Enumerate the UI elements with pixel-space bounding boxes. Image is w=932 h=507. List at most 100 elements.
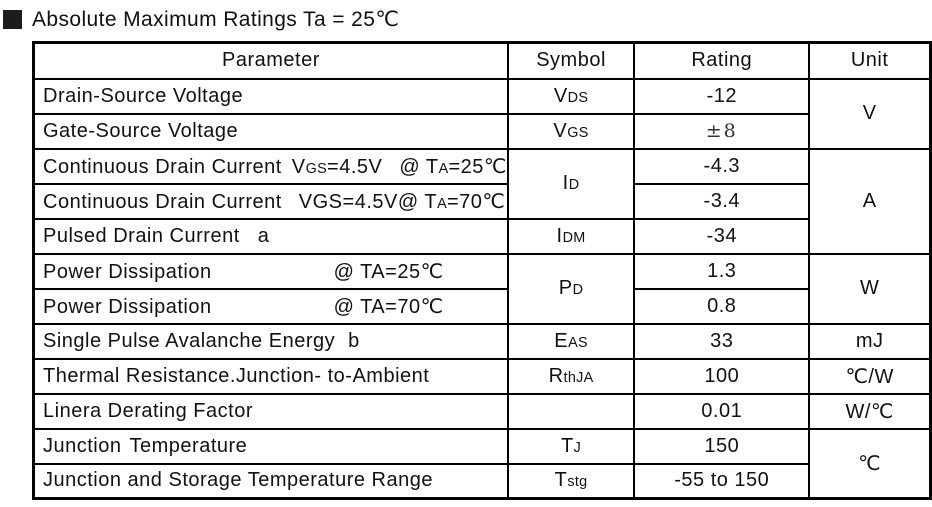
text-segment: Continuous Drain Current: [43, 190, 282, 213]
text-segment: E: [554, 329, 569, 352]
param-cell: Power Dissipation @ TA=70℃: [32, 287, 509, 325]
text-segment: =25℃: [448, 155, 507, 178]
param-cell: Linera Derating Factor: [32, 392, 509, 430]
rating-cell: 1.3: [633, 252, 811, 290]
text-segment: stg: [567, 474, 588, 491]
unit-cell: mJ: [808, 322, 932, 360]
text-segment: R: [548, 364, 564, 387]
text-segment: A: [437, 195, 447, 212]
param-cell: Drain-Source Voltage: [32, 77, 509, 115]
text-segment: I: [556, 224, 563, 247]
text-segment: D: [572, 282, 584, 298]
text-segment: VGS=4.5V@ T: [298, 190, 438, 213]
rating-cell: 100: [633, 357, 811, 395]
unit-cell: ℃: [808, 427, 932, 500]
rating-cell: -3.4: [633, 182, 811, 220]
text-segment: DS: [567, 89, 589, 106]
text-segment: I: [562, 172, 569, 194]
table-row: Gate-Source Voltage VGS ±8: [32, 112, 931, 150]
text-segment: GS: [305, 160, 328, 177]
symbol-cell: PD: [506, 252, 636, 325]
text-segment: @ TA=25℃: [333, 260, 444, 283]
param-cell: Continuous Drain Current VGS=4.5V@ TA=70℃: [32, 182, 509, 220]
unit-cell: A: [808, 147, 932, 255]
param-cell: Single Pulse Avalanche Energy b: [32, 322, 509, 360]
text-segment: Drain-Source Voltage: [43, 84, 244, 107]
text-segment: a: [257, 224, 270, 247]
text-segment: Pulsed Drain Current: [43, 224, 240, 247]
symbol-cell: [506, 392, 636, 430]
param-cell: Gate-Source Voltage: [32, 112, 509, 150]
table-row: Junction Temperature TJ 150 ℃: [32, 427, 932, 500]
table-row: Power Dissipation @ TA=70℃ 0.8: [32, 287, 931, 325]
rating-cell: 0.01: [633, 392, 811, 430]
param-cell: Junction Temperature: [32, 427, 509, 465]
text-segment: AS: [568, 334, 588, 351]
text-segment: A: [438, 160, 449, 177]
param-cell: Junction and Storage Temperature Range: [32, 462, 509, 500]
text-segment: V: [553, 119, 568, 142]
unit-cell: ℃/W: [808, 357, 932, 395]
text-segment: Linera Derating Factor: [43, 399, 253, 422]
text-segment: P: [558, 277, 573, 299]
rating-cell: -4.3: [633, 147, 811, 185]
text-segment: V: [553, 84, 568, 107]
text-segment: T: [554, 469, 568, 492]
symbol-cell: TJ: [506, 427, 636, 465]
text-segment: DM: [562, 229, 586, 246]
text-segment: Junction and Storage Temperature Range: [43, 469, 433, 492]
rating-cell: -34: [633, 217, 811, 255]
text-segment: GS: [567, 124, 589, 141]
text-segment: Thermal Resistance.Junction- to-Ambient: [43, 364, 430, 387]
text-segment: Single Pulse Avalanche Energy: [43, 329, 336, 352]
col-header-rating: Rating: [633, 41, 811, 80]
absolute-maximum-ratings-table: Parameter Symbol Rating Unit Drain-Sourc…: [32, 41, 932, 500]
table-row: Thermal Resistance.Junction- to-Ambient …: [32, 357, 932, 395]
text-segment: Power Dissipation: [43, 260, 212, 283]
table-header-row: Parameter Symbol Rating Unit: [32, 41, 932, 80]
table-row: Continuous Drain Current VGS=4.5V @ TA=25℃…: [32, 147, 932, 255]
text-segment: =70℃: [446, 190, 506, 213]
col-header-symbol: Symbol: [506, 41, 636, 80]
param-cell: Pulsed Drain Current a: [32, 217, 509, 255]
text-segment: Gate-Source Voltage: [43, 119, 239, 142]
col-header-parameter: Parameter: [32, 41, 509, 80]
symbol-cell: RthJA: [506, 357, 636, 395]
param-cell: Power Dissipation @ TA=25℃: [32, 252, 509, 290]
text-segment: @ TA=70℃: [333, 295, 444, 318]
rating-cell: 33: [633, 322, 811, 360]
param-cell: Thermal Resistance.Junction- to-Ambient: [32, 357, 509, 395]
table-row: Linera Derating Factor 0.01 W/℃: [32, 392, 932, 430]
rating-cell: 0.8: [633, 287, 811, 325]
text-segment: T: [560, 434, 574, 457]
text-segment: Power Dissipation: [43, 295, 212, 318]
symbol-cell: IDM: [506, 217, 636, 255]
table-row: Continuous Drain Current VGS=4.5V@ TA=70℃…: [32, 182, 931, 220]
filled-square-icon: [3, 10, 22, 29]
unit-cell: V: [808, 77, 932, 150]
table-row: Single Pulse Avalanche Energy b EAS 33 mJ: [32, 322, 932, 360]
text-segment: Temperature: [129, 434, 248, 457]
text-segment: @ T: [399, 155, 439, 178]
rating-cell: -12: [633, 77, 811, 115]
rating-cell: ±8: [633, 112, 811, 150]
unit-cell: W/℃: [808, 392, 932, 430]
col-header-unit: Unit: [808, 41, 932, 80]
text-segment: V: [291, 155, 306, 178]
text-segment: Continuous Drain Current: [43, 155, 282, 178]
text-segment: =4.5V: [327, 155, 383, 178]
table-row: Drain-Source Voltage VDS -12 V: [32, 77, 932, 150]
rating-cell: 150: [633, 427, 811, 465]
table-row: Pulsed Drain Current a IDM -34: [32, 217, 931, 255]
section-title: Absolute Maximum Ratings Ta = 25℃: [3, 7, 399, 32]
symbol-cell: ID: [506, 147, 636, 220]
table-row: Power Dissipation @ TA=25℃ PD 1.3 W: [32, 252, 932, 325]
symbol-cell: Tstg: [506, 462, 636, 500]
text-segment: J: [573, 439, 582, 456]
text-segment: thJA: [563, 369, 594, 386]
symbol-cell: EAS: [506, 322, 636, 360]
table-row: Junction and Storage Temperature Range T…: [32, 462, 931, 500]
text-segment: b: [348, 329, 360, 352]
section-title-text: Absolute Maximum Ratings Ta = 25℃: [32, 8, 400, 31]
